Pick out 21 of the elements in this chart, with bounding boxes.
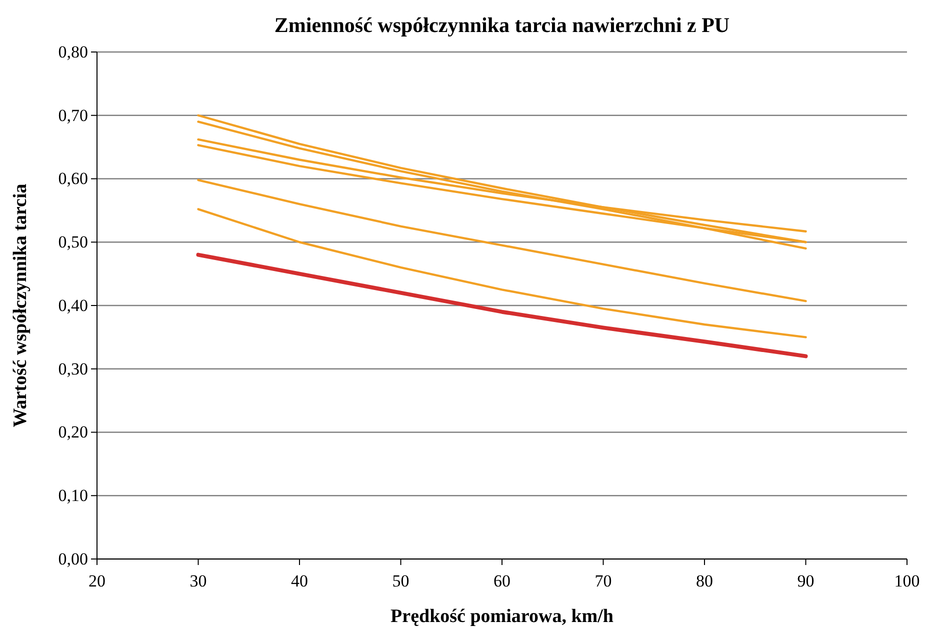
y-tick-label: 0,10 [58,486,88,506]
x-tick-label: 50 [392,572,410,591]
y-tick-label: 0,60 [58,169,88,188]
x-axis-title: Prędkość pomiarowa, km/h [390,606,614,627]
x-tick-label: 20 [88,572,106,591]
x-tick-label: 60 [494,572,510,591]
y-tick-label: 0,50 [58,232,88,252]
x-tick-label: 30 [190,572,207,591]
y-tick-label: 0,00 [58,549,88,568]
x-tick-label: 70 [594,572,612,591]
x-tick-label: 100 [894,572,920,591]
y-tick-label: 0,80 [58,42,88,62]
x-tick-label: 90 [797,572,814,591]
chart-title: Zmienność współczynnika tarcia nawierzchni z PU [274,13,730,37]
x-tick-label: 80 [696,572,713,591]
y-tick-label: 0,70 [58,106,88,125]
y-tick-label: 0,30 [58,359,88,378]
y-tick-label: 0,40 [58,296,88,315]
y-axis-title: Wartość współczynnika tarcia [10,183,31,428]
x-tick-label: 40 [291,572,308,591]
y-tick-label: 0,20 [58,422,88,442]
